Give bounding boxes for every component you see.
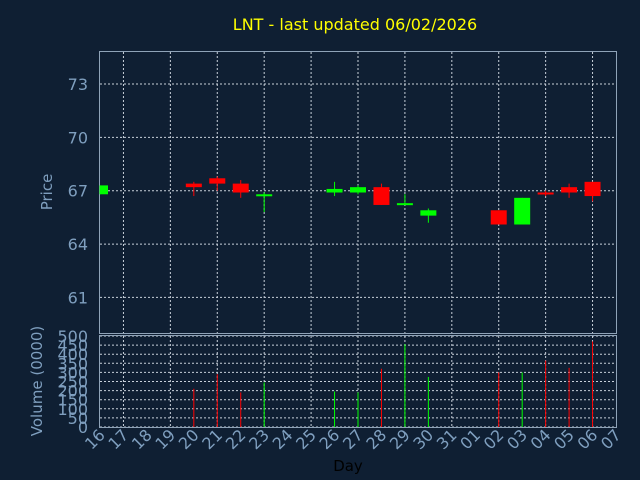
- volume-tick-label: 500: [57, 327, 88, 346]
- volume-tick-label: 100: [57, 400, 88, 419]
- candle-body: [232, 183, 249, 193]
- candle-body: [326, 188, 343, 193]
- candle-body: [396, 203, 413, 206]
- price-tick-label: 67: [68, 182, 88, 201]
- candlesticks: [99, 176, 601, 225]
- candle-body: [185, 183, 202, 188]
- candle-body: [490, 210, 507, 225]
- volume-bars: [193, 341, 594, 427]
- candle-body: [561, 187, 578, 193]
- volume-tick-label: 450: [57, 336, 88, 355]
- candle-body: [350, 187, 366, 193]
- volume-tick-label: 350: [57, 354, 88, 373]
- candle-body: [209, 178, 226, 184]
- x-axis-label: Day: [333, 457, 363, 475]
- candle-body: [514, 197, 531, 225]
- candle-body: [256, 194, 273, 197]
- volume-tick-label: 150: [57, 391, 88, 410]
- candle-body: [420, 210, 437, 216]
- volume-tick-label: 200: [57, 382, 88, 401]
- candle-body: [584, 181, 601, 197]
- candle-body: [373, 187, 390, 205]
- price-y-ticks: 61 64 67 70 73: [68, 75, 88, 307]
- price-tick-label: 73: [68, 75, 88, 94]
- x-ticks: 1617181920212223242526272829303101020304…: [81, 425, 625, 453]
- chart-title: LNT - last updated 06/02/2026: [233, 15, 477, 34]
- volume-tick-label: 400: [57, 345, 88, 364]
- candle-body: [537, 192, 554, 195]
- candle-body: [100, 185, 108, 195]
- volume-tick-label: 300: [57, 363, 88, 382]
- price-tick-label: 64: [68, 235, 88, 254]
- volume-panel-frame: [99, 335, 617, 428]
- volume-tick-label: 250: [57, 373, 88, 392]
- price-tick-label: 70: [68, 128, 88, 147]
- volume-tick-label: 50: [68, 409, 88, 428]
- volume-tick-label: 0: [78, 418, 88, 437]
- volume-axis-label: Volume (0000): [28, 326, 46, 436]
- price-tick-label: 61: [68, 288, 88, 307]
- price-axis-label: Price: [38, 174, 56, 211]
